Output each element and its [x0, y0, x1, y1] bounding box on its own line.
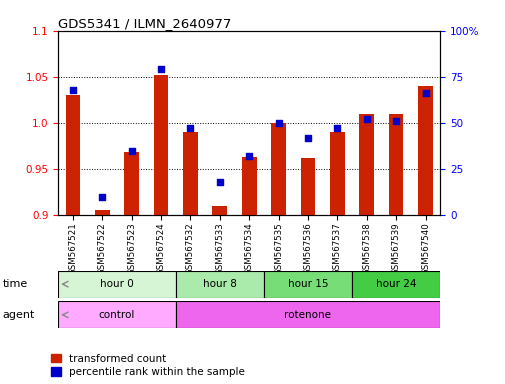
Text: time: time — [3, 279, 28, 289]
Bar — [175, 301, 439, 328]
Point — [157, 66, 165, 73]
Point — [186, 125, 194, 131]
Bar — [66, 95, 80, 215]
Point — [215, 179, 223, 185]
Bar — [58, 301, 175, 328]
Bar — [388, 114, 402, 215]
Text: agent: agent — [3, 310, 35, 320]
Bar — [264, 271, 351, 298]
Point — [391, 118, 399, 124]
Text: hour 24: hour 24 — [375, 279, 416, 289]
Text: GDS5341 / ILMN_2640977: GDS5341 / ILMN_2640977 — [58, 17, 231, 30]
Bar — [241, 157, 256, 215]
Point — [333, 125, 341, 131]
Point — [245, 153, 253, 159]
Text: rotenone: rotenone — [284, 310, 331, 320]
Bar — [124, 152, 139, 215]
Point — [421, 90, 429, 96]
Bar — [212, 206, 227, 215]
Point — [362, 116, 370, 122]
Text: hour 15: hour 15 — [287, 279, 328, 289]
Legend: transformed count, percentile rank within the sample: transformed count, percentile rank withi… — [50, 354, 245, 377]
Bar — [417, 86, 432, 215]
Point — [98, 194, 106, 200]
Bar — [175, 271, 264, 298]
Point — [304, 134, 312, 141]
Text: hour 8: hour 8 — [203, 279, 236, 289]
Bar — [359, 114, 373, 215]
Point — [274, 120, 282, 126]
Bar — [154, 75, 168, 215]
Text: hour 0: hour 0 — [100, 279, 134, 289]
Point — [127, 147, 135, 154]
Bar — [351, 271, 439, 298]
Bar — [329, 132, 344, 215]
Point — [69, 87, 77, 93]
Bar — [300, 158, 315, 215]
Bar — [183, 132, 197, 215]
Bar — [58, 271, 175, 298]
Bar — [95, 210, 110, 215]
Text: control: control — [98, 310, 135, 320]
Bar — [271, 123, 285, 215]
